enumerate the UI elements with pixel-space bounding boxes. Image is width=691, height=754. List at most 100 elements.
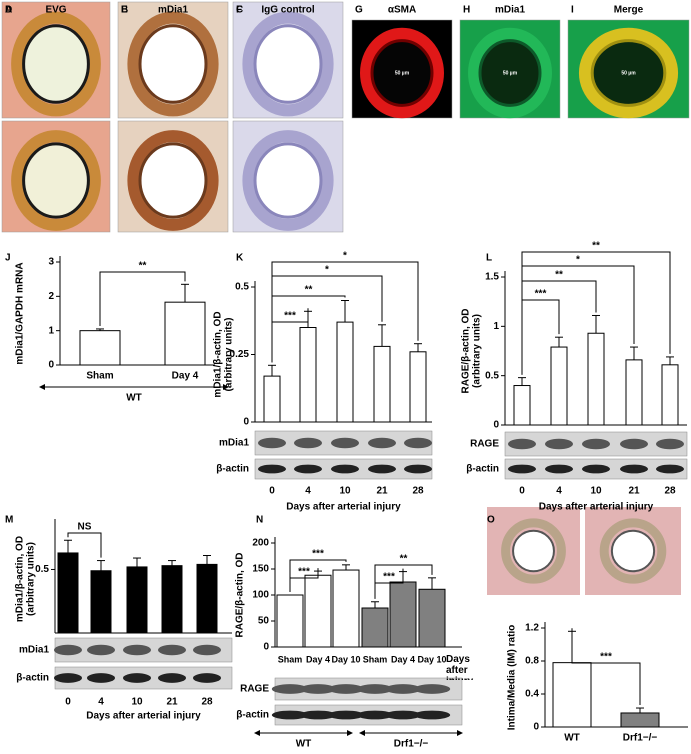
blot-band <box>413 684 451 694</box>
panel-label: mDia1 <box>495 5 525 16</box>
vessel-lamina <box>610 529 656 573</box>
error-bar <box>342 564 350 571</box>
bar <box>587 332 605 426</box>
y-tick-label: 50 <box>258 616 270 627</box>
error-bar <box>97 560 105 571</box>
panel-letter: C <box>236 5 243 16</box>
group-label: WT <box>126 393 142 404</box>
vessel-wall <box>242 11 334 117</box>
bar <box>276 594 304 648</box>
x-tick-label: Drf1−/− <box>623 733 658 744</box>
blot-band <box>368 464 396 474</box>
bar <box>661 364 679 426</box>
sig-label: ** <box>555 270 563 281</box>
bar <box>57 552 79 634</box>
sig-label: *** <box>312 549 324 560</box>
scale-label: 50 µm <box>503 70 518 76</box>
sig-label: * <box>343 251 347 262</box>
blot-band <box>656 438 684 450</box>
y-tick-label: 0 <box>48 360 54 371</box>
blot-band <box>271 710 309 720</box>
x-tick-label: WT <box>564 733 580 744</box>
y-axis-label: (arbitrary units) <box>472 314 483 388</box>
vessel-lamina <box>138 24 208 104</box>
y-axis-label: (arbitrary units) <box>224 318 235 392</box>
x-tick-label: 21 <box>628 486 640 497</box>
sig-label: ** <box>305 285 313 296</box>
panel-letter: D <box>5 5 12 16</box>
blot-band <box>545 464 573 474</box>
blot-band <box>582 464 610 474</box>
scale-label: 50 µm <box>621 70 636 76</box>
vessel-wall <box>501 518 566 584</box>
error-bar <box>268 364 276 377</box>
bar <box>389 581 417 648</box>
panel-letter: H <box>463 5 470 16</box>
error-bar <box>96 328 104 331</box>
sig-label: *** <box>298 567 310 578</box>
x-tick-label: Day 4 <box>391 654 415 664</box>
bar <box>418 588 446 648</box>
vessel-lamina <box>253 24 323 104</box>
x-tick-label: Day 10 <box>417 654 446 664</box>
blot-label: β-actin <box>466 464 499 475</box>
x-axis-label-box: Days after injury <box>446 654 473 680</box>
bar <box>79 330 121 366</box>
blot-band <box>54 673 82 683</box>
sig-bracket <box>289 559 347 592</box>
blot-band <box>87 644 115 656</box>
blot-band <box>258 464 286 474</box>
sig-label: *** <box>600 652 612 663</box>
blot-band <box>299 710 337 720</box>
panel-label: Merge <box>614 5 644 16</box>
y-tick-label: 0.4 <box>525 689 539 700</box>
error-bar <box>666 356 674 365</box>
sig-label: * <box>325 265 329 276</box>
x-axis-label: Days after arterial injury <box>539 502 654 513</box>
y-tick-label: 0 <box>243 417 249 428</box>
x-tick-label: Sham <box>363 654 388 664</box>
blot-band <box>620 438 648 450</box>
x-tick-label: Day 10 <box>331 654 360 664</box>
y-axis-label: (arbitrary units) <box>26 542 37 616</box>
sig-bracket <box>99 271 186 326</box>
y-tick-label: 150 <box>252 564 269 575</box>
y-tick-label: 0.5 <box>485 370 499 381</box>
error-bar <box>630 346 638 360</box>
y-tick-label: 0 <box>493 420 499 431</box>
blot-label: RAGE <box>470 439 499 450</box>
y-tick-label: 1.5 <box>485 272 499 283</box>
blot-label: mDia1 <box>19 645 49 656</box>
group-label: WT <box>296 739 312 749</box>
vessel-lamina <box>590 39 667 107</box>
bar <box>361 607 389 648</box>
blot-band <box>54 644 82 656</box>
panel-letter: F <box>236 5 242 16</box>
blot-band <box>299 684 337 694</box>
blot-band <box>193 673 221 683</box>
y-tick-label: 1 <box>48 325 54 336</box>
y-tick-label: 1 <box>493 321 499 332</box>
x-axis-label: Days after arterial injury <box>86 711 201 722</box>
blot-band <box>87 673 115 683</box>
y-tick-label: 0.5 <box>235 282 249 293</box>
y-tick-label: 0.25 <box>230 349 250 360</box>
bar <box>161 565 183 634</box>
y-tick-label: 0.5 <box>35 564 49 575</box>
panel-label: IgG control <box>261 5 315 16</box>
x-tick-label: 21 <box>376 486 388 497</box>
panel-letter: O <box>487 515 495 526</box>
y-tick-label: 0 <box>533 722 539 733</box>
blot-band <box>123 673 151 683</box>
blot-label: β-actin <box>16 673 49 684</box>
panel-letter: G <box>355 5 363 16</box>
bar <box>373 345 391 423</box>
sig-bracket <box>271 261 419 363</box>
bar <box>164 301 206 366</box>
y-axis-label: mDia1/β-actin, OD <box>15 536 26 622</box>
blot-band <box>158 673 186 683</box>
vessel-wall <box>127 11 219 117</box>
vessel-lamina <box>478 39 542 107</box>
vessel-wall <box>599 518 667 584</box>
